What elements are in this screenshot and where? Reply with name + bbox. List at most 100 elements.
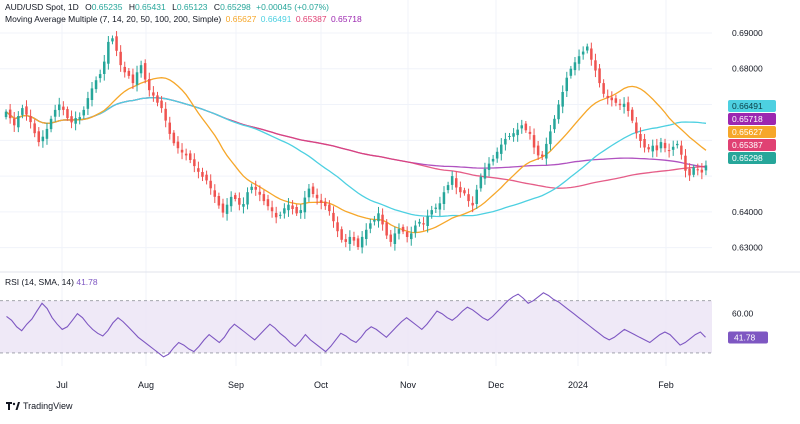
candle-body bbox=[242, 204, 245, 207]
ma-value-2: 0.66491 bbox=[260, 14, 292, 24]
candle-body bbox=[29, 116, 32, 123]
candle-body bbox=[598, 68, 601, 84]
candle-body bbox=[561, 92, 564, 107]
candle-body bbox=[234, 195, 237, 199]
high-label: H bbox=[128, 2, 135, 12]
tradingview-brand: TradingView bbox=[23, 401, 73, 411]
price-badge-label: 0.66491 bbox=[732, 101, 763, 111]
candle-body bbox=[696, 169, 699, 171]
month-tick-label: Sep bbox=[228, 380, 244, 390]
high-value: 0.65431 bbox=[134, 2, 166, 12]
candle-body bbox=[176, 141, 180, 149]
candle-body bbox=[565, 77, 568, 92]
candle-body bbox=[291, 205, 294, 209]
candle-body bbox=[618, 103, 622, 106]
candle-body bbox=[635, 122, 638, 134]
candle-body bbox=[78, 117, 81, 120]
candle-body bbox=[352, 237, 356, 241]
candle-body bbox=[90, 88, 94, 100]
candle-body bbox=[631, 109, 634, 121]
rsi-title[interactable]: RSI (14, SMA, 14) bbox=[5, 277, 74, 287]
candle-body bbox=[442, 192, 446, 204]
month-tick-label: Dec bbox=[488, 380, 505, 390]
candle-body bbox=[213, 190, 216, 197]
candle-body bbox=[127, 70, 131, 76]
candle-body bbox=[209, 180, 212, 189]
price-tick-label: 0.69000 bbox=[732, 28, 763, 38]
candle-body bbox=[229, 196, 233, 207]
change-percent: (+0.07%) bbox=[294, 2, 329, 12]
interval-label[interactable]: 1D bbox=[67, 2, 79, 12]
price-tick-label: 0.68000 bbox=[732, 64, 763, 74]
candle-body bbox=[626, 102, 630, 111]
candle-body bbox=[508, 136, 511, 137]
candle-body bbox=[557, 104, 560, 120]
symbol-name[interactable]: AUD/USD Spot bbox=[5, 2, 64, 12]
candle-body bbox=[389, 234, 392, 242]
price-badge bbox=[728, 100, 776, 112]
candle-body bbox=[381, 214, 384, 225]
candle-body bbox=[455, 178, 458, 188]
price-badge bbox=[728, 113, 776, 125]
candle-body bbox=[74, 118, 77, 124]
candle-body bbox=[639, 134, 642, 141]
tradingview-footer[interactable]: TradingView bbox=[6, 401, 73, 411]
candle-body bbox=[311, 186, 315, 194]
candle-body bbox=[438, 203, 442, 210]
price-tick-label: 0.64000 bbox=[732, 207, 763, 217]
candle-body bbox=[184, 153, 188, 156]
candle-body bbox=[414, 225, 417, 233]
candle-body bbox=[123, 66, 126, 73]
ma-indicator-title[interactable]: Moving Average Multiple (7, 14, 20, 50, … bbox=[5, 14, 222, 24]
candle-body bbox=[324, 201, 327, 207]
month-tick-label: 2024 bbox=[568, 380, 588, 390]
candle-body bbox=[393, 233, 397, 244]
candle-body bbox=[70, 116, 73, 123]
candle-body bbox=[344, 239, 347, 242]
candle-body bbox=[287, 204, 290, 211]
candle-body bbox=[385, 222, 388, 236]
candle-body bbox=[25, 106, 28, 115]
candle-body bbox=[197, 168, 200, 172]
candle-body bbox=[103, 61, 106, 74]
candle-body bbox=[258, 191, 261, 195]
price-badge-label: 0.65298 bbox=[732, 153, 763, 163]
candle-body bbox=[459, 187, 462, 193]
candle-body bbox=[8, 109, 12, 119]
candle-body bbox=[119, 51, 122, 66]
rsi-header-value: 41.78 bbox=[76, 277, 98, 287]
candle-body bbox=[500, 144, 503, 154]
candle-body bbox=[148, 79, 151, 91]
rsi-line bbox=[6, 292, 706, 358]
candle-body bbox=[66, 109, 69, 119]
open-label: O bbox=[85, 2, 92, 12]
candle-body bbox=[594, 60, 597, 71]
candle-body bbox=[663, 142, 667, 149]
candle-body bbox=[577, 56, 581, 64]
low-value: 0.65123 bbox=[176, 2, 208, 12]
candle-body bbox=[680, 145, 683, 155]
candle-body bbox=[606, 95, 609, 99]
candle-body bbox=[549, 131, 552, 145]
candle-body bbox=[430, 210, 433, 215]
candle-body bbox=[180, 149, 184, 153]
candle-body bbox=[152, 92, 155, 96]
rsi-tick-label: 60.00 bbox=[732, 309, 754, 319]
ma-line-cyan bbox=[5, 97, 707, 218]
candle-body bbox=[369, 223, 372, 229]
candle-body bbox=[688, 168, 691, 176]
candle-body bbox=[49, 118, 53, 130]
candle-body bbox=[115, 36, 118, 51]
candle-body bbox=[336, 222, 339, 232]
candle-body bbox=[397, 229, 401, 234]
open-value: 0.65235 bbox=[91, 2, 123, 12]
month-tick-label: Nov bbox=[400, 380, 417, 390]
candle-body bbox=[299, 210, 302, 214]
candle-body bbox=[471, 202, 474, 206]
candle-body bbox=[62, 106, 65, 110]
candle-body bbox=[262, 194, 266, 202]
candle-body bbox=[532, 135, 536, 148]
candle-body bbox=[475, 189, 478, 204]
candle-body bbox=[172, 132, 176, 144]
